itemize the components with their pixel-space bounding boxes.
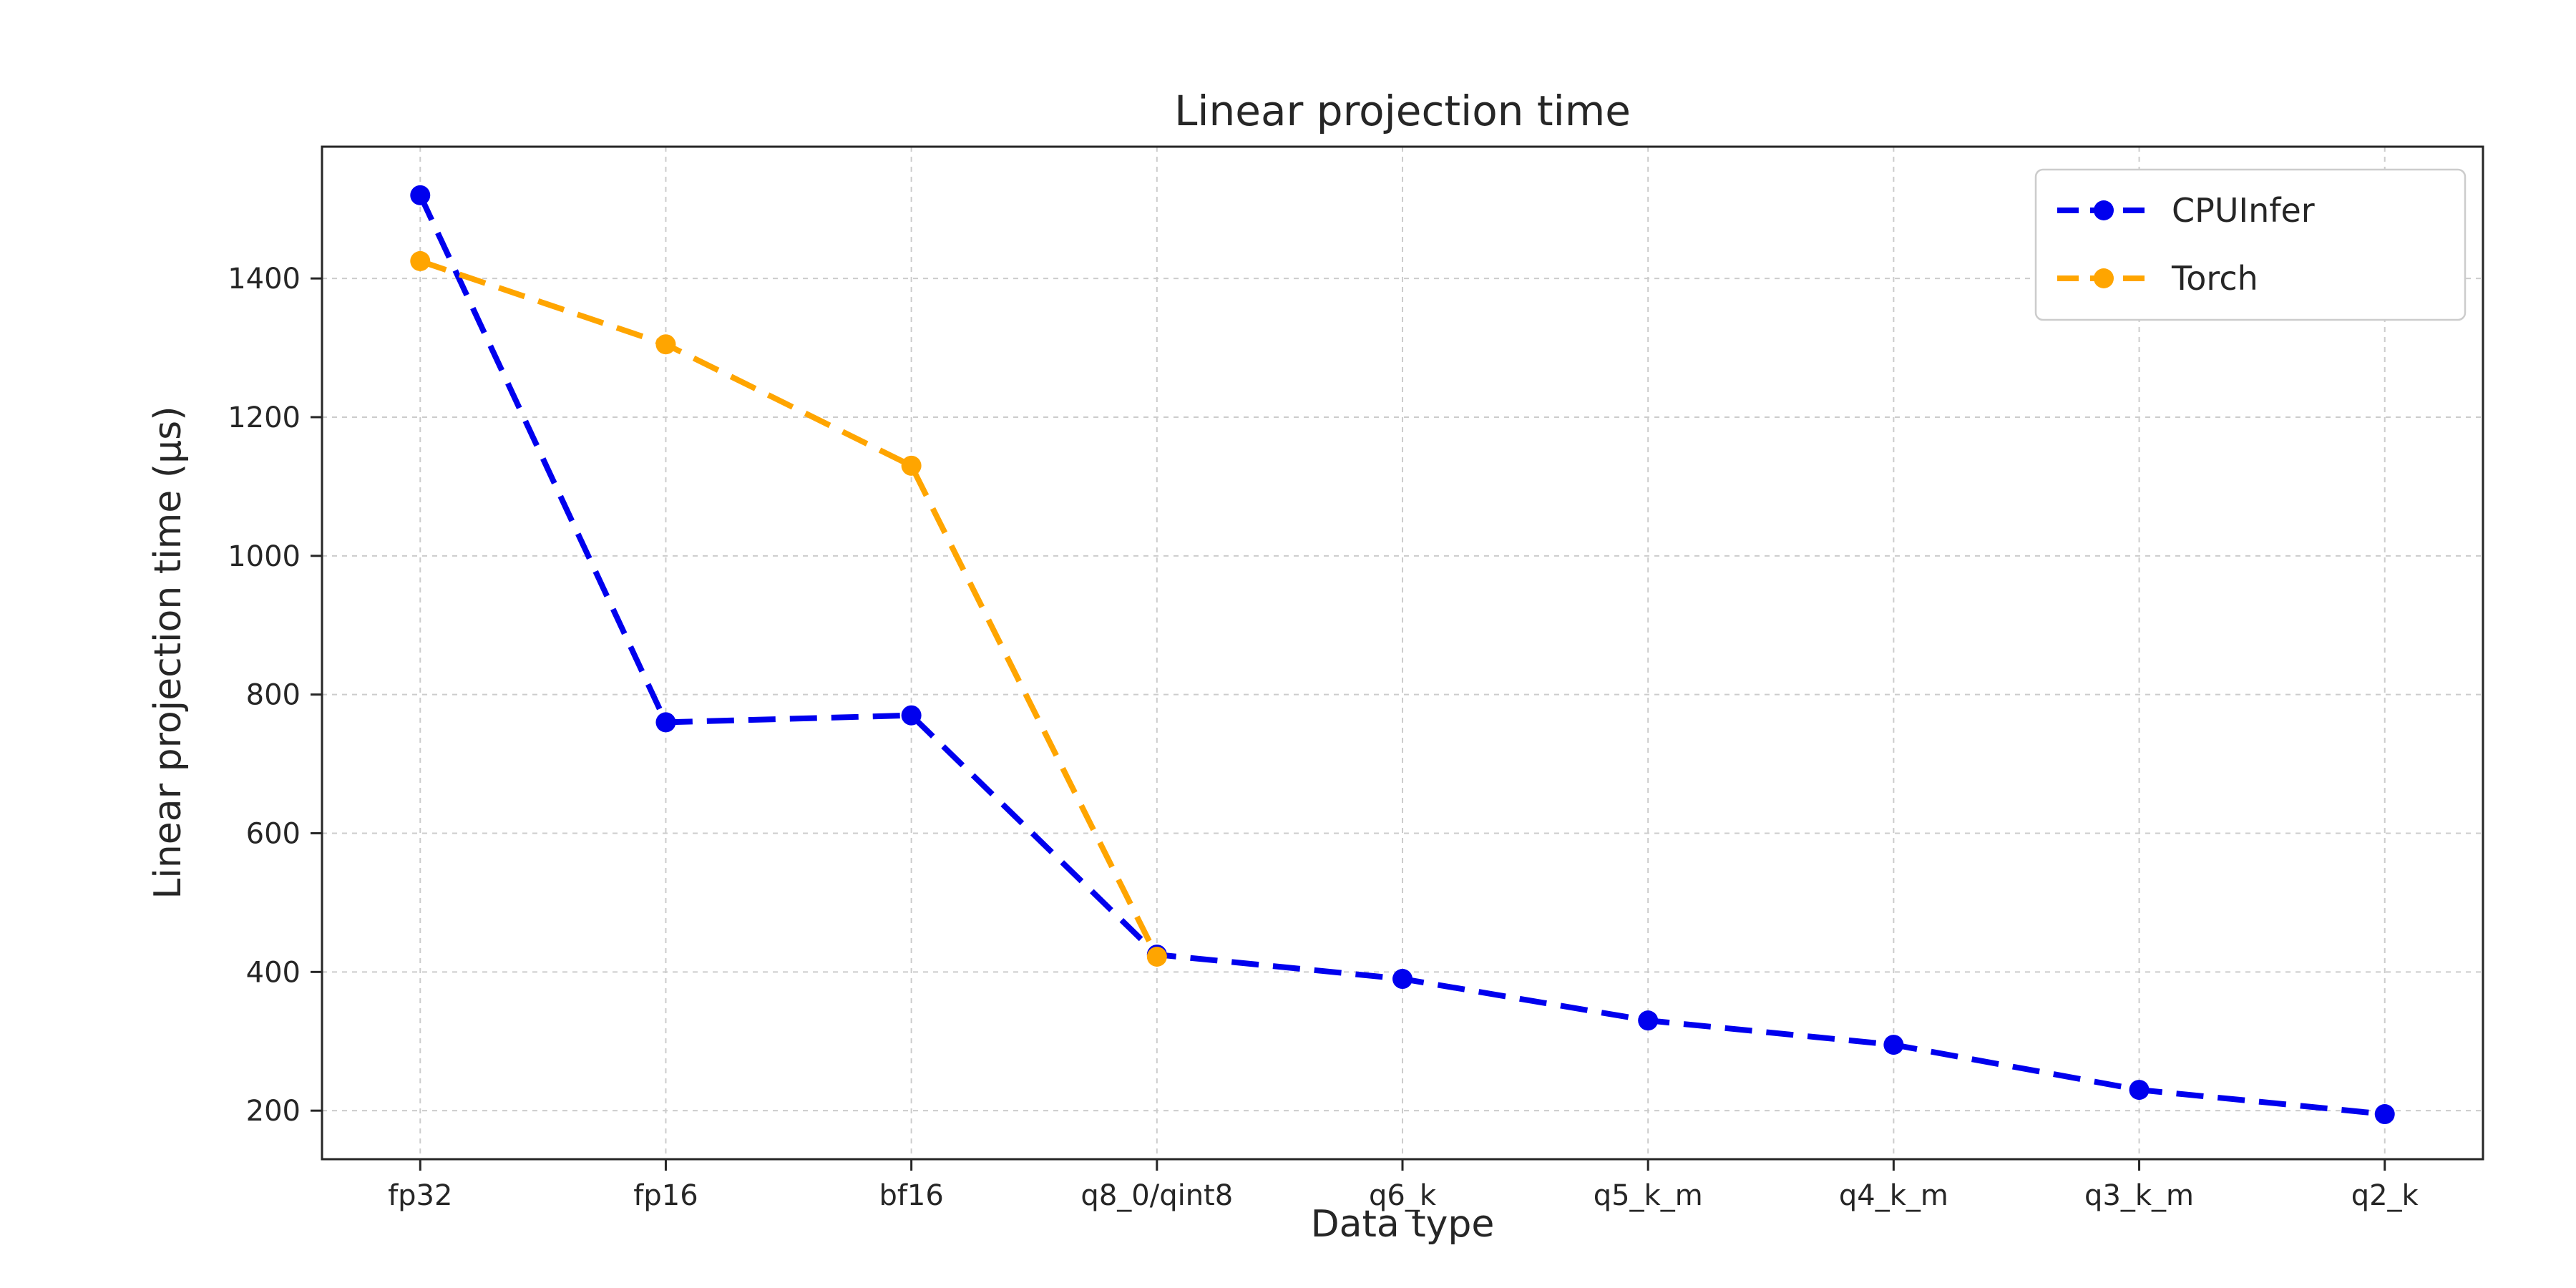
y-tick-label: 1200 xyxy=(228,401,301,434)
data-point-marker xyxy=(410,185,431,205)
y-axis-label: Linear projection time (µs) xyxy=(147,406,190,899)
y-tick-label: 800 xyxy=(246,679,301,712)
series-cpuinfer xyxy=(410,185,2395,1125)
x-tick-label: bf16 xyxy=(879,1179,943,1212)
data-point-marker xyxy=(901,455,922,476)
y-tick-label: 1400 xyxy=(228,263,301,296)
data-point-marker xyxy=(2374,1104,2395,1125)
x-tick-label: q3_k_m xyxy=(2084,1179,2194,1212)
x-tick-label: q8_0/qint8 xyxy=(1080,1179,1233,1212)
x-axis-label: Data type xyxy=(1311,1203,1495,1246)
legend-label: Torch xyxy=(2171,259,2258,298)
chart-layers: fp32 fp16 bf16 q8_0/qint8 q6_k q5_k_m q4_k_m q3… xyxy=(228,145,2484,1212)
x-tick-label: q4_k_m xyxy=(1839,1179,1948,1212)
series-line xyxy=(419,258,1160,958)
legend-box xyxy=(2034,168,2467,321)
data-point-marker xyxy=(1146,947,1167,967)
data-point-marker xyxy=(1638,1010,1659,1031)
y-tick-label: 400 xyxy=(246,956,301,989)
data-point-marker xyxy=(2129,1080,2150,1101)
gridlines xyxy=(322,147,2483,1159)
x-tick-label: q5_k_m xyxy=(1594,1179,1703,1212)
x-tick-label: fp16 xyxy=(633,1179,698,1212)
data-point-marker xyxy=(1883,1035,1904,1055)
x-axis: fp32 fp16 bf16 q8_0/qint8 q6_k q5_k_m q4_k_m q3… xyxy=(388,1159,2419,1212)
data-point-marker xyxy=(655,712,676,733)
legend-sample-marker xyxy=(2094,200,2114,220)
data-point-marker xyxy=(655,334,676,355)
y-tick-label: 200 xyxy=(246,1095,301,1128)
x-tick-label: q6_k xyxy=(1369,1179,1437,1212)
data-point-marker xyxy=(901,705,922,726)
legend-sample-marker xyxy=(2094,268,2114,288)
x-tick-label: q2_k xyxy=(2351,1179,2419,1212)
x-tick-label: fp32 xyxy=(388,1179,452,1212)
series-torch xyxy=(410,250,1167,967)
legend: CPUInfer Torch xyxy=(2034,168,2467,321)
data-point-marker xyxy=(410,250,431,271)
y-tick-label: 600 xyxy=(246,817,301,850)
y-axis: 200 400 600 800 1000 1200 1400 xyxy=(228,263,322,1128)
legend-label: CPUInfer xyxy=(2172,191,2315,230)
data-point-marker xyxy=(1392,969,1413,990)
y-tick-label: 1000 xyxy=(228,540,301,573)
chart-title: Linear projection time xyxy=(1174,87,1631,135)
